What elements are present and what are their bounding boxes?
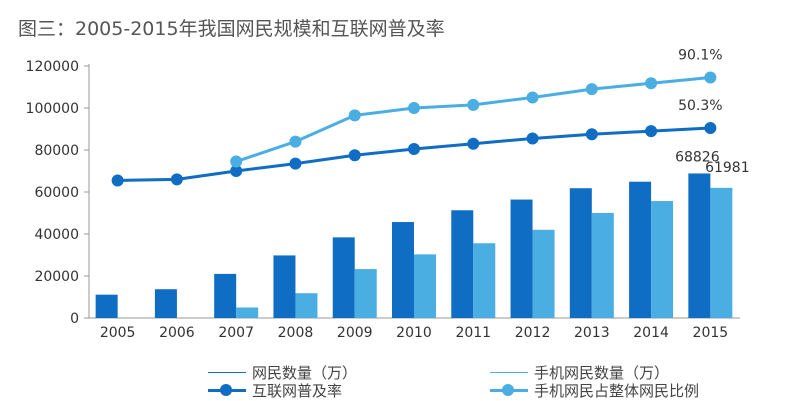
annotation-penetration-rate-2015: 50.3% [678, 98, 722, 114]
point-penetration-rate [408, 142, 420, 155]
bar-mobile-users [591, 213, 614, 318]
bar-internet-users [95, 294, 118, 318]
x-tick-label: 2006 [159, 325, 195, 341]
y-tick-label: 80000 [34, 143, 79, 159]
point-penetration-rate [170, 173, 183, 186]
x-tick-label: 2005 [100, 325, 136, 341]
point-mobile-share [704, 71, 717, 84]
legend-swatch-penetration-rate [208, 384, 246, 396]
y-tick-label: 60000 [34, 185, 79, 201]
x-tick-label: 2014 [633, 325, 669, 341]
bar-mobile-users [295, 293, 318, 318]
bar-mobile-users [710, 187, 733, 318]
legend-swatch-mobile-users [490, 372, 528, 373]
bar-mobile-users [532, 229, 555, 318]
legend-item-mobile-share: 手机网民占整体网民比例 [490, 380, 699, 401]
bar-internet-users [392, 222, 414, 318]
bar-internet-users [569, 188, 592, 318]
point-mobile-share [467, 98, 480, 111]
bar-mobile-users [414, 254, 436, 318]
chart-svg: 0 20000 40000 60000 80000 100000 120000 2005 200… [26, 48, 750, 341]
annotation-mobile-share-2015: 90.1% [678, 48, 722, 64]
legend-label-internet-users: 网民数量（万） [252, 364, 358, 382]
legend-item-mobile-users: 手机网民数量（万） [490, 362, 669, 383]
point-penetration-rate [348, 149, 361, 162]
x-tick-label: 2010 [396, 325, 432, 341]
data-label-internet-users-2015: 68826 [675, 149, 720, 165]
bar-mobile-users [236, 307, 259, 318]
y-tick-label: 40000 [34, 227, 79, 243]
point-mobile-share [585, 83, 598, 96]
x-tick-label: 2009 [337, 325, 373, 341]
bar-internet-users [214, 273, 237, 318]
bar-internet-users [510, 199, 533, 318]
x-tick-label: 2011 [455, 325, 491, 341]
point-mobile-share [289, 135, 302, 148]
point-penetration-rate [230, 165, 243, 177]
bar-internet-users [273, 255, 296, 318]
bar-mobile-users [651, 201, 674, 318]
x-tick-label: 2013 [574, 325, 610, 341]
x-tick-label: 2015 [693, 325, 729, 341]
point-mobile-share [408, 102, 420, 114]
bar-internet-users [688, 173, 711, 318]
y-tick-label: 120000 [26, 59, 79, 75]
bar-internet-users [332, 237, 355, 318]
legend-item-internet-users: 网民数量（万） [208, 362, 357, 383]
legend: 网民数量（万） 手机网民数量（万） 互联网普及率 手机网民占整体网民比例 [0, 360, 800, 400]
legend-swatch-mobile-share [490, 384, 528, 396]
point-mobile-share [645, 77, 658, 90]
bar-internet-users [154, 289, 177, 318]
x-tick-label: 2007 [218, 325, 254, 341]
chart-title: 图三：2005-2015年我国网民规模和互联网普及率 [18, 18, 445, 40]
legend-label-penetration-rate: 互联网普及率 [252, 382, 343, 400]
y-tick-label: 20000 [34, 269, 79, 285]
x-tick-label: 2008 [278, 325, 314, 341]
point-penetration-rate [111, 174, 124, 187]
point-penetration-rate [526, 132, 539, 145]
point-mobile-share [230, 155, 243, 168]
bar-mobile-users [354, 269, 377, 318]
legend-swatch-internet-users [208, 372, 246, 373]
point-penetration-rate [704, 121, 717, 134]
bar-mobile-users [473, 243, 496, 318]
legend-label-mobile-users: 手机网民数量（万） [534, 364, 670, 382]
point-penetration-rate [645, 125, 658, 138]
data-label-mobile-users-2015: 61981 [705, 160, 750, 176]
point-mobile-share [348, 109, 361, 122]
point-penetration-rate [467, 137, 480, 150]
point-penetration-rate [289, 157, 302, 170]
legend-item-penetration-rate: 互联网普及率 [208, 380, 342, 401]
y-tick-label: 0 [70, 311, 79, 327]
x-tick-label: 2012 [515, 325, 551, 341]
point-penetration-rate [585, 128, 598, 141]
bar-internet-users [629, 181, 652, 318]
bar-internet-users [451, 210, 474, 318]
y-tick-label: 100000 [26, 101, 79, 117]
legend-label-mobile-share: 手机网民占整体网民比例 [534, 382, 700, 400]
point-mobile-share [526, 91, 539, 104]
